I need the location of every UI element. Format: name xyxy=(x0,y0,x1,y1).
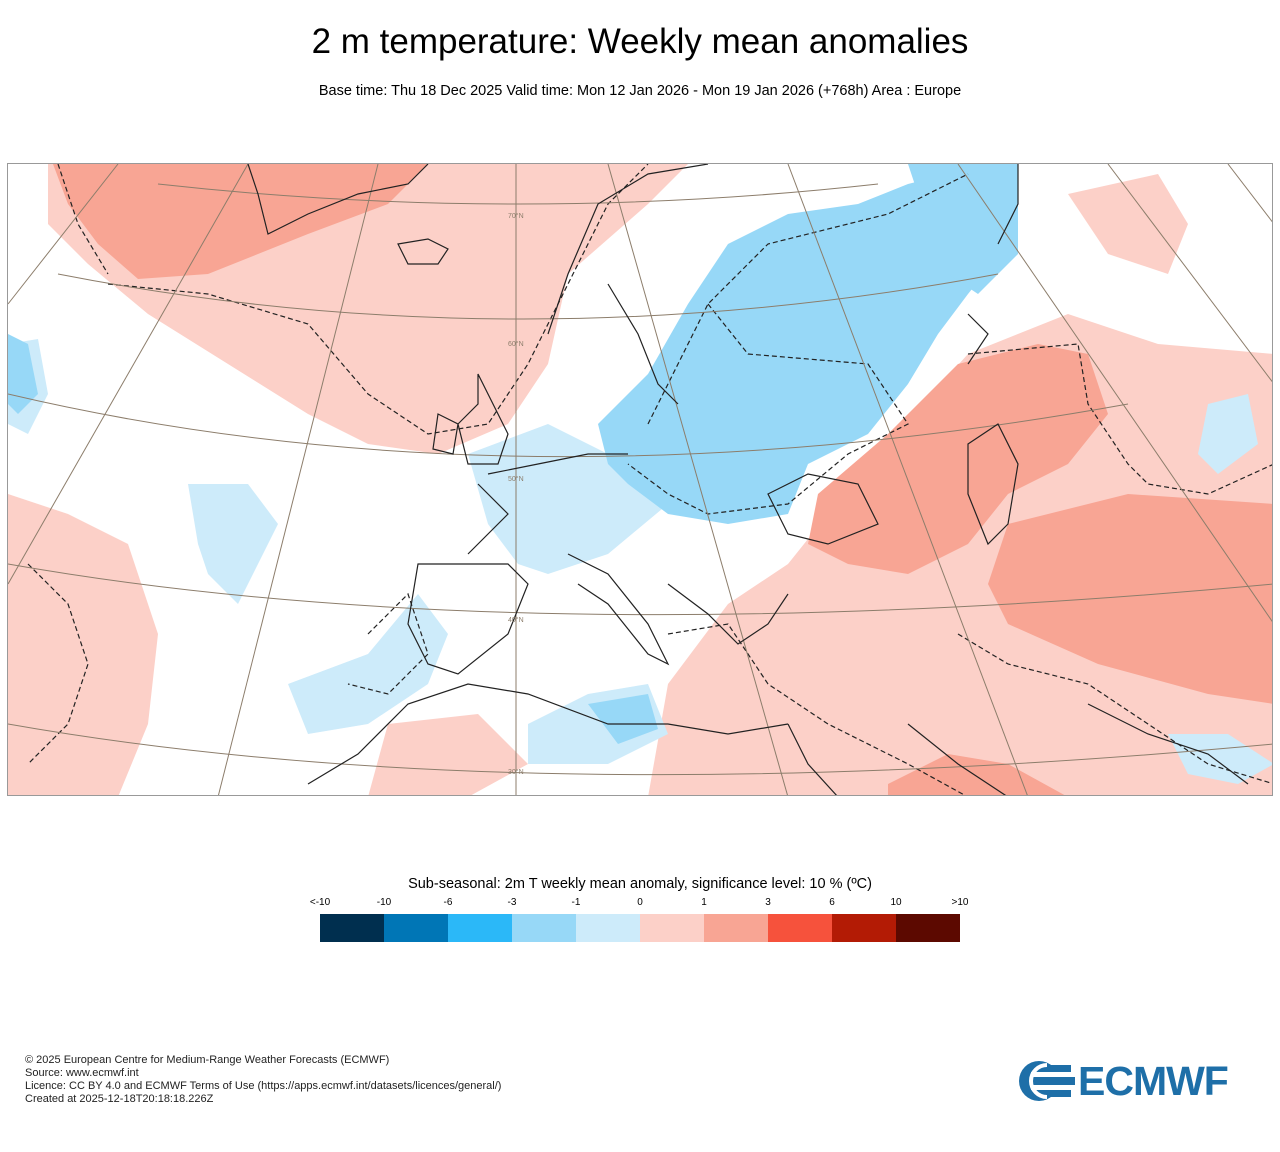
coastlines xyxy=(247,164,1249,795)
lat-label-70n: 70°N xyxy=(508,212,524,220)
footer-source: Source: www.ecmwf.int xyxy=(25,1067,139,1079)
cold-region-west-atlantic-edge xyxy=(8,334,38,414)
legend-swatch xyxy=(320,914,384,942)
legend-swatch xyxy=(768,914,832,942)
page-subtitle: Base time: Thu 18 Dec 2025 Valid time: M… xyxy=(318,83,962,99)
warm-region-west-atlantic xyxy=(8,494,158,795)
warm-region-central-asia xyxy=(988,494,1272,704)
cold-region-iberia-atlantic xyxy=(288,594,448,734)
cold-region-east-asia xyxy=(1198,394,1258,474)
meridian-e60 xyxy=(957,164,1272,622)
latitude-line-70n xyxy=(157,183,879,205)
warm-region-north-africa-west xyxy=(368,714,528,795)
legend-swatch xyxy=(704,914,768,942)
legend-swatch xyxy=(576,914,640,942)
legend-swatch xyxy=(832,914,896,942)
lat-label-60n: 60°N xyxy=(508,340,524,348)
warm-region-arabia xyxy=(888,754,1065,795)
cold-region-arctic xyxy=(908,164,1018,294)
legend-tick-label: 10 xyxy=(890,897,902,908)
cold-region-libya xyxy=(588,694,658,744)
contour-north-atlantic xyxy=(107,164,649,435)
legend-swatch xyxy=(640,914,704,942)
coast-italy xyxy=(567,553,670,666)
coast-iberia xyxy=(407,563,529,675)
warm-region-greenland xyxy=(53,164,428,279)
contour-north-africa xyxy=(667,623,966,795)
cold-region-mid-atlantic xyxy=(188,484,278,604)
legend-tick-label: <-10 xyxy=(309,897,331,908)
legend-tick-label: 1 xyxy=(701,897,707,908)
legend-tick-label: -6 xyxy=(443,897,453,908)
legend-tick-label: >10 xyxy=(951,897,969,908)
meridian-e100 xyxy=(1227,164,1272,223)
coast-north-africa xyxy=(307,683,789,785)
legend-tick-label: 3 xyxy=(765,897,771,908)
legend-tick-label: -3 xyxy=(507,897,517,908)
legend-tick-label: -1 xyxy=(571,897,581,908)
coast-british-isles xyxy=(432,373,509,465)
meridian-w20 xyxy=(217,164,379,795)
coast-western-europe xyxy=(467,453,628,555)
coast-iceland xyxy=(397,238,449,265)
footer-copyright: © 2025 European Centre for Medium-Range … xyxy=(25,1054,390,1066)
latitude-line-50n xyxy=(8,393,1129,458)
legend-tick-label: 0 xyxy=(637,897,643,908)
meridian-e20 xyxy=(607,164,788,795)
page-title: 2 m temperature: Weekly mean anomalies xyxy=(311,22,969,61)
warm-anomaly-mid-regions xyxy=(53,164,1272,795)
cold-anomaly-mid-regions xyxy=(8,164,1018,744)
legend-swatch xyxy=(384,914,448,942)
legend-swatch xyxy=(512,914,576,942)
latitude-line-40n xyxy=(8,563,1272,616)
ecmwf-logo-mark-icon xyxy=(1019,1061,1075,1101)
legend-color-bar xyxy=(320,914,960,942)
latitude-labels: 70°N 60°N 50°N 40°N 30°N xyxy=(508,212,524,776)
lat-label-30n: 30°N xyxy=(508,768,524,776)
warm-region-black-sea-caspian xyxy=(808,344,1108,574)
contour-eastern-europe xyxy=(627,173,969,515)
meridian-w40 xyxy=(8,164,249,585)
footer-credits: © 2025 European Centre for Medium-Range … xyxy=(25,1054,501,1106)
contour-middle-east xyxy=(957,633,1272,785)
coast-persian-gulf xyxy=(1087,703,1249,785)
legend-swatch xyxy=(896,914,960,942)
lat-label-40n: 40°N xyxy=(508,616,524,624)
latitude-longitude-grid xyxy=(8,164,1272,795)
warm-region-arctic-east xyxy=(1068,174,1188,274)
ecmwf-logo-text: ECMWF xyxy=(1078,1057,1229,1104)
coast-black-sea xyxy=(767,473,879,545)
footer-created: Created at 2025-12-18T20:18:18.226Z xyxy=(25,1093,214,1105)
meridian-w60 xyxy=(8,164,119,305)
legend-tick-label: -10 xyxy=(376,897,392,908)
map-canvas: 70°N 60°N 50°N 40°N 30°N xyxy=(8,164,1272,795)
coast-greenland xyxy=(247,164,429,235)
latitude-line-60n xyxy=(57,273,999,320)
meridian-e80 xyxy=(1107,164,1272,383)
cold-region-eastern-europe xyxy=(598,164,1018,524)
lat-label-50n: 50°N xyxy=(508,475,524,483)
significance-contours xyxy=(27,164,1272,795)
coast-novaya-zemlya xyxy=(967,164,1019,365)
contour-west-atlantic xyxy=(27,563,89,765)
footer-licence: Licence: CC BY 4.0 and ECMWF Terms of Us… xyxy=(25,1080,502,1092)
anomaly-map: 70°N 60°N 50°N 40°N 30°N xyxy=(7,163,1273,796)
legend-title: Sub-seasonal: 2m T weekly mean anomaly, … xyxy=(408,876,872,892)
meridian-e40 xyxy=(787,164,1028,795)
legend-tick-label: 6 xyxy=(829,897,835,908)
legend-swatch xyxy=(448,914,512,942)
coast-red-sea-arabia xyxy=(787,723,1007,795)
contour-central-asia xyxy=(967,343,1272,495)
coast-balkans-greece xyxy=(667,583,789,645)
coast-scandinavia xyxy=(547,164,709,405)
coast-caspian xyxy=(967,423,1019,546)
ecmwf-logo: ECMWF xyxy=(1017,1058,1257,1104)
legend-tick-labels: <-10 -10 -6 -3 -1 0 1 3 6 10 >10 xyxy=(310,897,969,911)
latitude-line-30n xyxy=(8,723,1272,776)
warm-region-east-asia xyxy=(648,314,1272,795)
